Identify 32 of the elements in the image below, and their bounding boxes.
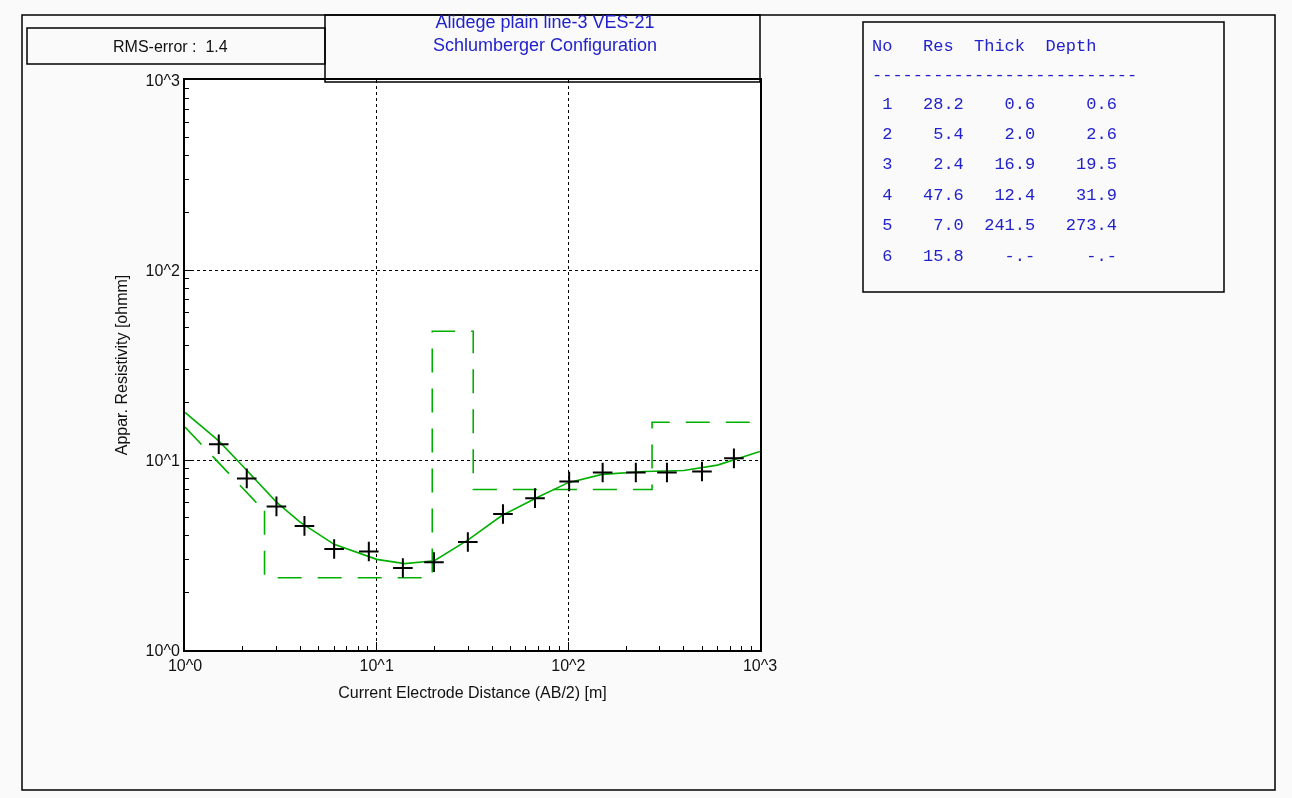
point (558, 470, 580, 493)
x-tick-label: 10^0 (167, 657, 203, 675)
text: 4 47.6 12.4 31.9 (872, 186, 1117, 205)
text: 6 15.8 -.- -.- (872, 247, 1117, 266)
text: 1 28.2 0.6 0.6 (872, 95, 1117, 114)
point (625, 461, 647, 484)
text: RMS-error : 1.4 (113, 38, 228, 55)
text: 2 5.4 2.0 2.6 (872, 125, 1117, 144)
x-tick-label: 10^1 (359, 657, 394, 675)
point (392, 557, 414, 579)
chart-title: Alidege plain line-3 VES-21 Schlumberger Configuration (432, 12, 658, 56)
point (492, 503, 514, 525)
text: 5 7.0 241.5 273.4 (872, 216, 1117, 235)
y-tick-label: 10^0 (145, 641, 180, 659)
point (457, 531, 479, 553)
y-tick-label: 10^2 (145, 261, 180, 279)
text: 3 2.4 16.9 19.5 (872, 155, 1117, 174)
text: No Res Thick Depth (872, 37, 1097, 56)
x-tick-label: 10^2 (551, 657, 586, 675)
y-tick-label: 10^3 (145, 71, 180, 89)
text: -------------------------- (872, 66, 1138, 85)
x-axis-title: Current Electrode Distance (AB/2) [m] (338, 684, 607, 702)
point (591, 461, 614, 484)
point (358, 540, 380, 563)
point (293, 515, 316, 537)
point (723, 447, 745, 470)
y-tick-label: 10^1 (145, 451, 180, 469)
point (656, 461, 678, 484)
point (524, 487, 546, 509)
point (691, 460, 713, 483)
y-axis-title: Appar. Resistivity [ohmm] (113, 274, 130, 456)
x-tick-label: 10^3 (742, 657, 778, 675)
